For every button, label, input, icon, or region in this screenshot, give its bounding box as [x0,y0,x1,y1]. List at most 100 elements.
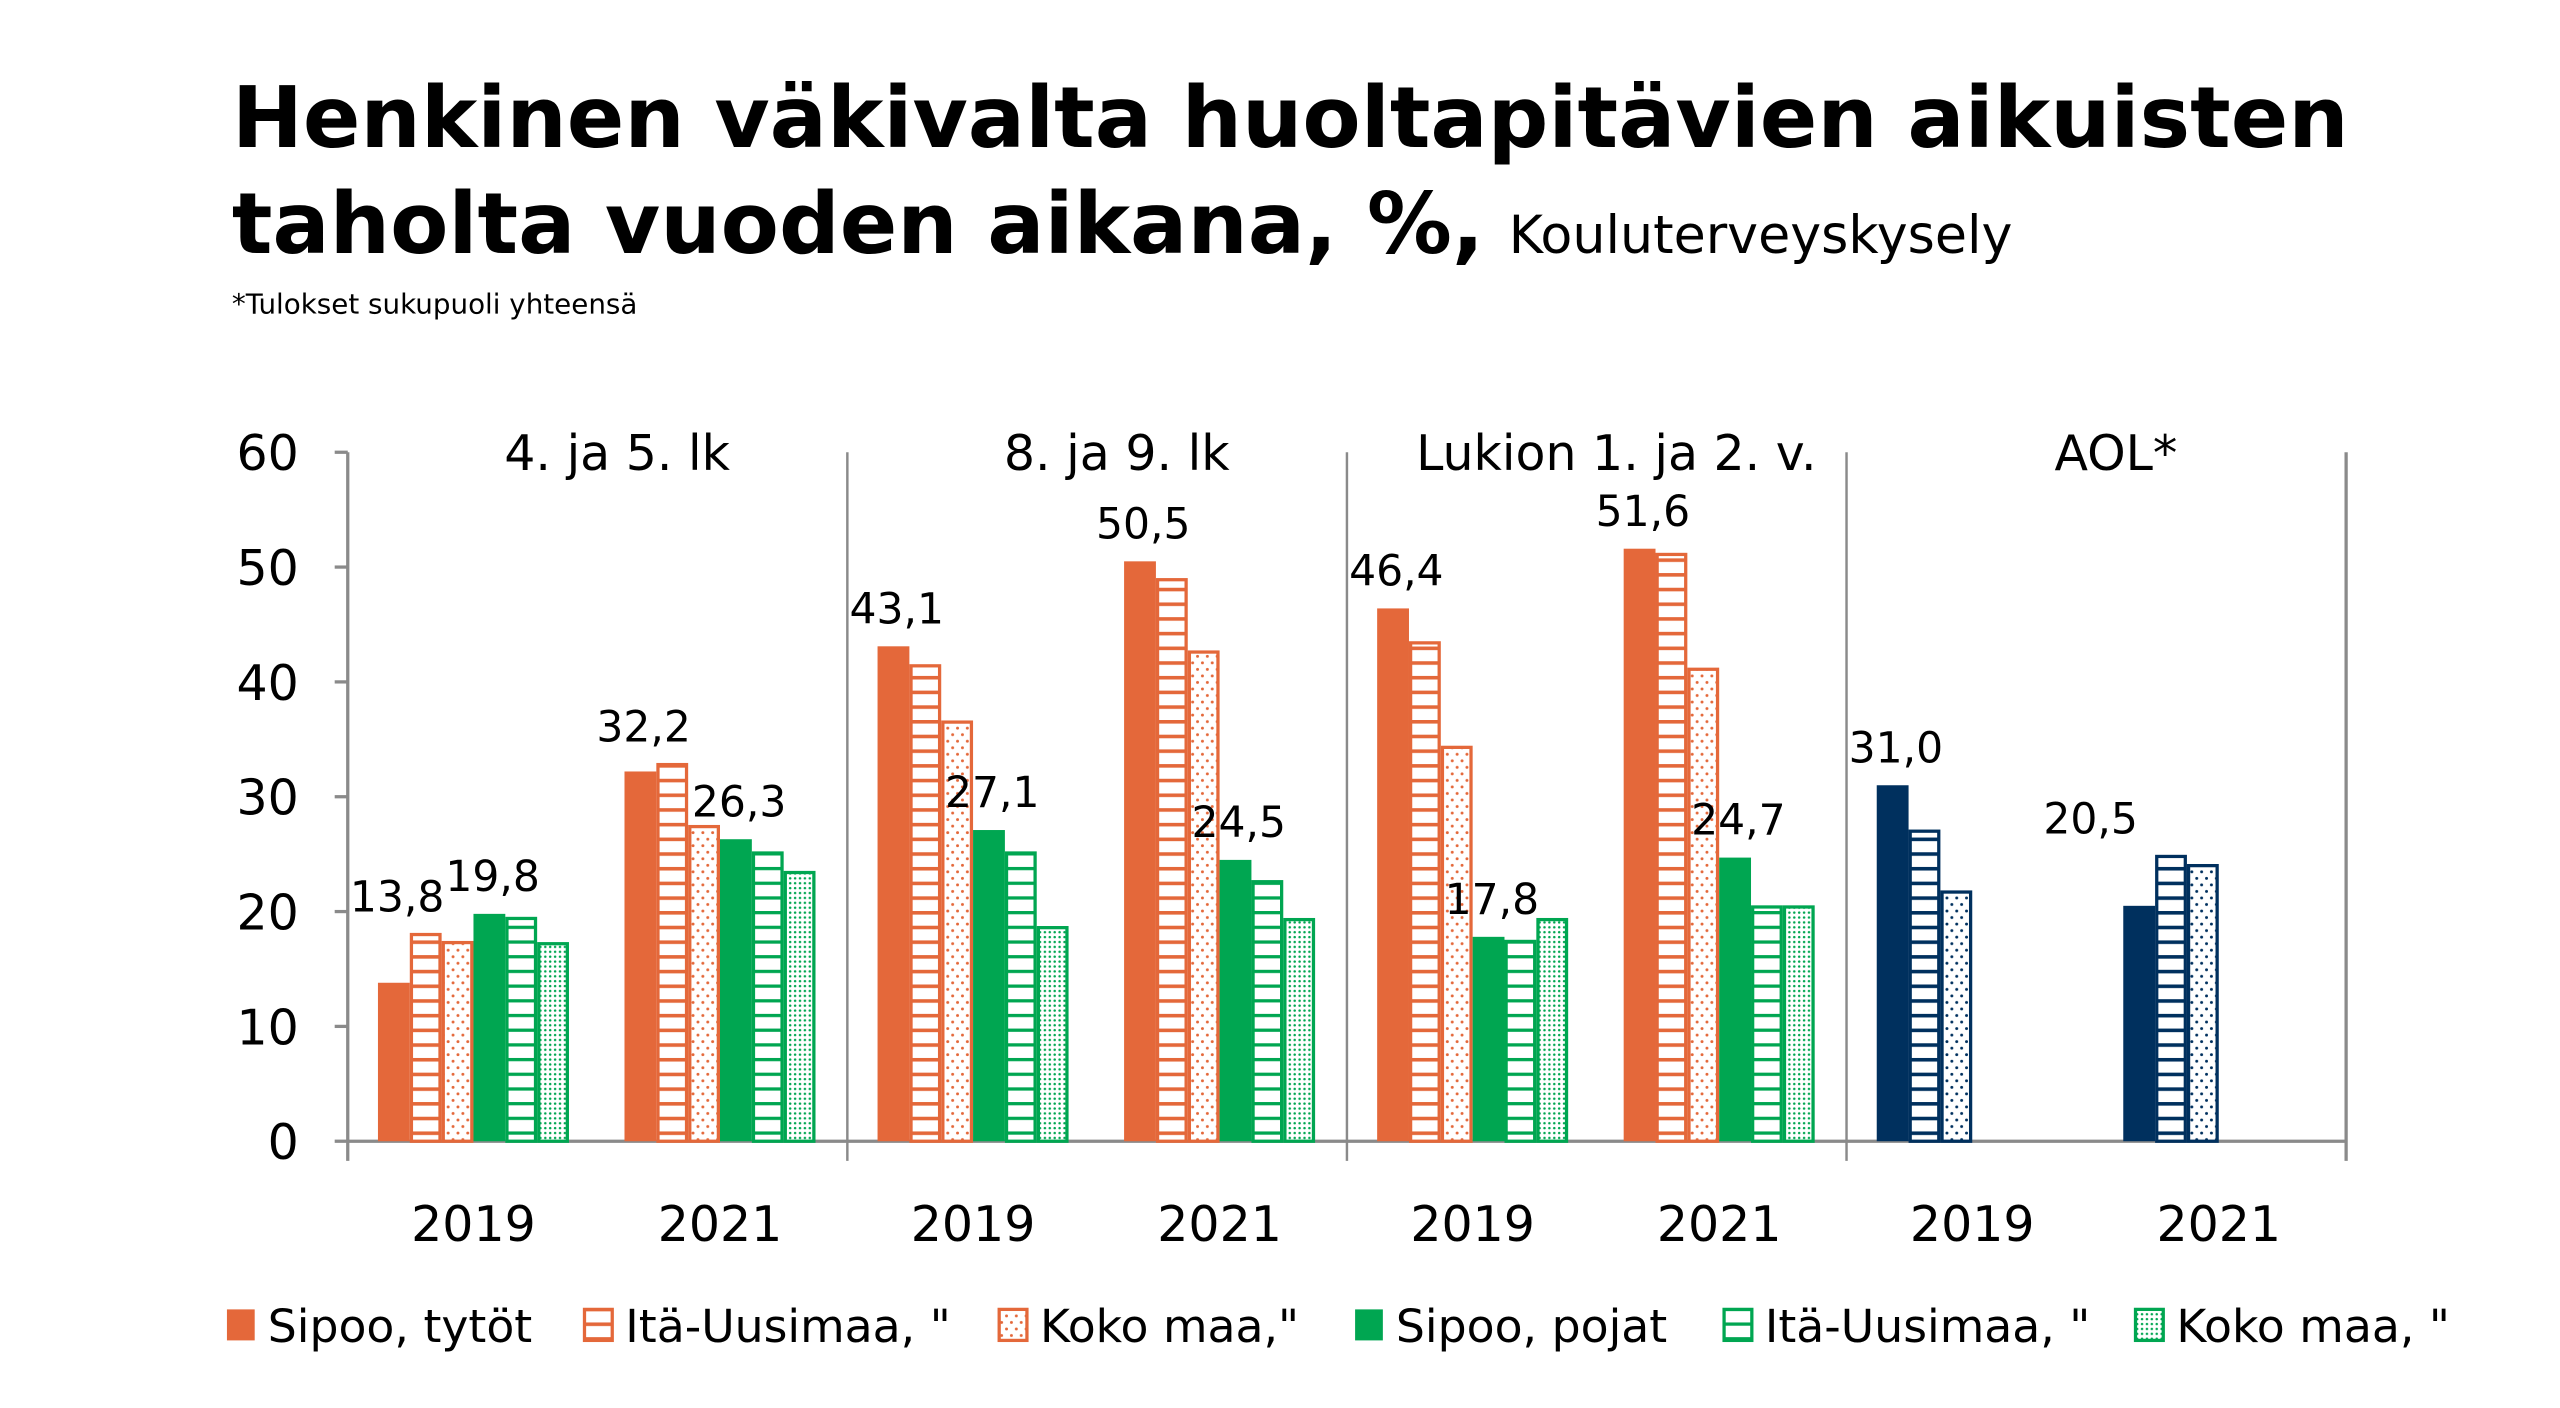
legend-label: Itä-Uusimaa, " [625,1300,950,1353]
bar-koko-maa-boys-2019 [1536,917,1569,1143]
legend-item-ita-uusimaa-girls: Itä-Uusimaa, " [582,1300,951,1353]
y-tick-label: 50 [236,540,298,597]
panel-label: Lukion 1. ja 2. v. [1416,425,1816,482]
bar-sipoo-boys-2021 [1219,859,1252,1142]
bar-koko-maa-girls-2021 [1687,667,1720,1143]
panel-label: 4. ja 5. lk [504,425,730,482]
bar-sipoo-girls-2021 [624,771,657,1142]
bar-ita-uusimaa-girls-2021 [1655,552,1688,1143]
bar-ita-uusimaa-boys-2019 [1504,939,1537,1143]
bar-koko-maa-boys-2019 [537,942,569,1143]
legend-label: Koko maa, " [2176,1300,2450,1353]
legend-swatch [226,1309,255,1341]
bar-ita-uusimaa-boys-2019 [1004,851,1037,1143]
legend-label: Sipoo, pojat [1396,1300,1667,1353]
bar-koko-maa-girls-2019 [1440,745,1473,1143]
legend-item-sipoo-boys: Sipoo, pojat [1355,1300,1667,1353]
legend-item-ita-uusimaa-boys: Itä-Uusimaa, " [1722,1300,2090,1353]
bar-sipoo-boys-2021 [720,839,752,1142]
data-label: 43,1 [849,585,943,634]
legend-item-sipoo-girls: Sipoo, tytöt [226,1300,532,1353]
bar-ita-uusimaa-girls-2019 [409,932,442,1143]
panel-label: AOL* [2054,425,2177,482]
bar-sipoo-girls-2019 [877,646,910,1142]
chart-title-line1: Henkinen väkivalta huoltapitävien aikuis… [232,69,2349,168]
data-label: 46,4 [1349,548,1444,597]
bar-ita-uusimaa-boys-2021 [1251,880,1284,1143]
x-tick-label: 2021 [1157,1196,1282,1253]
bars [377,548,2219,1143]
bar-sipoo-boys-2019 [473,913,506,1142]
bar-koko-maa-girls-2021 [1187,650,1220,1143]
y-tick-label: 40 [236,655,298,712]
bar-sipoo-boys-2019 [1472,936,1505,1142]
y-tick-label: 10 [236,999,298,1056]
y-tick-label: 30 [236,770,298,827]
x-tick-label: 2019 [1410,1196,1535,1253]
x-tick-label: 2021 [1657,1196,1782,1253]
bar-koko-maa-girls-2021 [688,824,721,1143]
chart-title-line2: taholta vuoden aikana, %, [232,175,1484,274]
legend-label: Sipoo, tytöt [268,1300,532,1353]
data-label: 50,5 [1096,500,1190,549]
data-label: 17,8 [1445,876,1539,925]
data-label: 20,5 [2043,796,2137,845]
data-labels: 13,8 19,8 32,226,3 43,1 27,1 50,5 24,5 46,4 17,8… [350,488,2138,925]
y-tick-label: 0 [268,1114,299,1171]
legend-swatch [582,1307,614,1343]
x-tick-label: 2019 [911,1196,1036,1253]
bar-koko-maa-boys-2021 [1782,905,1815,1143]
bar-koko-maa-boys-2019 [1036,926,1069,1143]
bar-sipoo-boys-2019 [973,830,1005,1142]
chart-subtitle: Kouluterveyskysely [1509,206,2013,266]
legend-swatch [1722,1307,1754,1343]
bar-ita-uusimaa-boys-2019 [505,916,538,1143]
bar-sipoo-girls-2019 [377,982,410,1142]
bar-sipoo-girls-2019 [1377,608,1409,1142]
bar-sipoo-boys-2021 [1719,857,1752,1142]
bar-koko-maa-boys-2021 [1283,917,1316,1143]
data-label: 24,5 [1192,799,1287,848]
bar-aol-sipoo-girls-2019 [1876,785,1909,1142]
legend-item-koko-maa-boys: Koko maa, " [2133,1300,2450,1353]
bar-ita-uusimaa-girls-2019 [1408,641,1441,1143]
bar-ita-uusimaa-boys-2021 [1751,905,1783,1143]
axes: 0 10 20 30 40 50 60 4. ja 5. lk 2019 2021 8. ja 9.… [236,425,2348,1253]
bar-ita-uusimaa-boys-2021 [751,851,784,1143]
bar-ita-uusimaa-girls-2021 [656,762,689,1143]
legend-swatch [1355,1309,1383,1341]
legend-label: Koko maa," [1040,1300,1299,1353]
data-label: 13,8 [350,874,444,923]
chart-note: *Tulokset sukupuoli yhteensä [232,287,638,320]
bar-koko-maa-girls-2019 [941,720,974,1143]
x-tick-label: 2019 [411,1196,536,1253]
data-label: 26,3 [692,778,787,827]
bar-aol-koko-maa-girls-2021 [2186,863,2219,1143]
legend: Sipoo, tytöt Itä-Uusimaa, " Koko maa," Sipo… [226,1300,2450,1353]
legend-swatch [2133,1307,2165,1343]
bar-aol-koko-maa-girls-2019 [1940,890,1973,1143]
x-tick-label: 2021 [2156,1196,2281,1253]
chart-title-line2-group: taholta vuoden aikana, %, Kouluterveysky… [232,175,2013,274]
panel-label: 8. ja 9. lk [1004,425,1230,482]
bar-ita-uusimaa-girls-2019 [909,664,942,1143]
bar-ita-uusimaa-girls-2021 [1155,578,1188,1143]
bar-aol-ita-uusimaa-girls-2019 [1908,829,1941,1143]
bar-sipoo-girls-2021 [1623,548,1656,1142]
x-tick-label: 2019 [1910,1196,2035,1253]
data-label: 51,6 [1596,488,1691,537]
legend-swatch [997,1307,1029,1343]
bar-koko-maa-girls-2019 [441,940,474,1143]
data-label: 31,0 [1849,724,1944,773]
legend-item-koko-maa-girls: Koko maa," [997,1300,1299,1353]
x-tick-label: 2021 [658,1196,783,1253]
bar-aol-sipoo-girls-2021 [2123,905,2156,1142]
data-label: 27,1 [945,769,1039,818]
bar-aol-ita-uusimaa-girls-2021 [2155,854,2187,1143]
legend-label: Itä-Uusimaa, " [1765,1300,2090,1353]
y-tick-label: 20 [236,885,298,942]
data-label: 32,2 [596,704,691,753]
bar-sipoo-girls-2021 [1124,561,1156,1142]
data-label: 24,7 [1691,797,1785,846]
